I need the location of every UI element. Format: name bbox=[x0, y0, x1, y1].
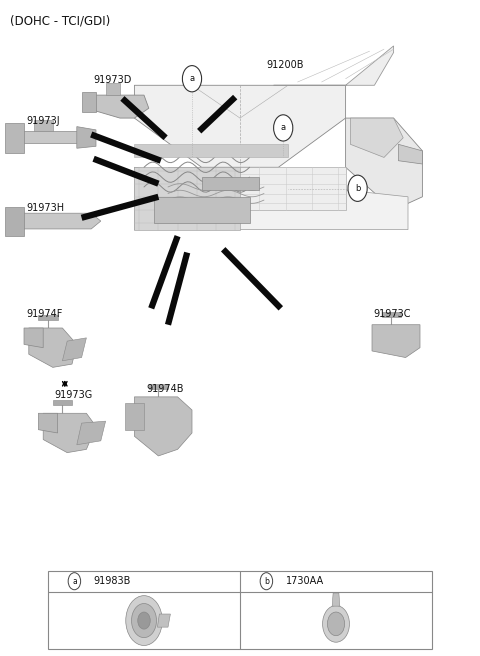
Polygon shape bbox=[77, 421, 106, 445]
Text: 91973C: 91973C bbox=[373, 310, 411, 319]
Circle shape bbox=[182, 66, 202, 92]
Polygon shape bbox=[38, 413, 58, 433]
Circle shape bbox=[274, 115, 293, 141]
Text: a: a bbox=[190, 74, 194, 83]
Polygon shape bbox=[53, 400, 72, 405]
Polygon shape bbox=[168, 167, 346, 210]
Text: 1730AA: 1730AA bbox=[286, 576, 324, 586]
Polygon shape bbox=[5, 207, 24, 236]
Polygon shape bbox=[77, 127, 96, 148]
Polygon shape bbox=[134, 397, 192, 456]
Text: b: b bbox=[355, 184, 360, 193]
Circle shape bbox=[68, 573, 81, 590]
Text: 91200B: 91200B bbox=[266, 60, 304, 70]
Text: 91973D: 91973D bbox=[94, 75, 132, 85]
Polygon shape bbox=[82, 92, 96, 112]
Polygon shape bbox=[106, 83, 120, 95]
Polygon shape bbox=[202, 177, 259, 190]
Polygon shape bbox=[346, 118, 422, 210]
Text: 91973G: 91973G bbox=[54, 390, 93, 400]
Circle shape bbox=[138, 612, 150, 629]
Text: a: a bbox=[72, 577, 77, 586]
Polygon shape bbox=[24, 328, 43, 348]
Circle shape bbox=[260, 573, 273, 590]
Polygon shape bbox=[332, 593, 340, 606]
Text: 91983B: 91983B bbox=[94, 576, 131, 586]
Text: b: b bbox=[264, 577, 269, 586]
Polygon shape bbox=[134, 144, 288, 157]
Polygon shape bbox=[154, 197, 250, 223]
Text: 91973J: 91973J bbox=[26, 116, 60, 126]
Polygon shape bbox=[10, 213, 101, 229]
Polygon shape bbox=[62, 338, 86, 361]
Polygon shape bbox=[10, 131, 91, 143]
Polygon shape bbox=[43, 413, 96, 453]
Polygon shape bbox=[125, 403, 144, 430]
Polygon shape bbox=[29, 328, 77, 367]
Circle shape bbox=[348, 175, 367, 201]
Circle shape bbox=[132, 604, 156, 638]
Text: 91973H: 91973H bbox=[26, 203, 64, 213]
Circle shape bbox=[126, 596, 162, 646]
Polygon shape bbox=[5, 123, 24, 153]
Text: (DOHC - TCI/GDI): (DOHC - TCI/GDI) bbox=[10, 14, 110, 28]
Polygon shape bbox=[38, 315, 58, 320]
Text: 91974F: 91974F bbox=[26, 310, 63, 319]
Text: 91974B: 91974B bbox=[146, 384, 184, 394]
Circle shape bbox=[327, 612, 345, 636]
Polygon shape bbox=[350, 118, 403, 157]
Polygon shape bbox=[48, 571, 432, 649]
Polygon shape bbox=[34, 120, 53, 131]
Polygon shape bbox=[382, 312, 401, 317]
Polygon shape bbox=[157, 614, 170, 627]
Polygon shape bbox=[134, 167, 240, 230]
Polygon shape bbox=[86, 95, 149, 118]
Polygon shape bbox=[274, 46, 394, 85]
Text: a: a bbox=[281, 123, 286, 133]
Polygon shape bbox=[398, 144, 422, 164]
Circle shape bbox=[323, 605, 349, 642]
Polygon shape bbox=[134, 167, 408, 230]
Polygon shape bbox=[149, 384, 168, 389]
Polygon shape bbox=[372, 325, 420, 358]
Polygon shape bbox=[134, 85, 346, 167]
